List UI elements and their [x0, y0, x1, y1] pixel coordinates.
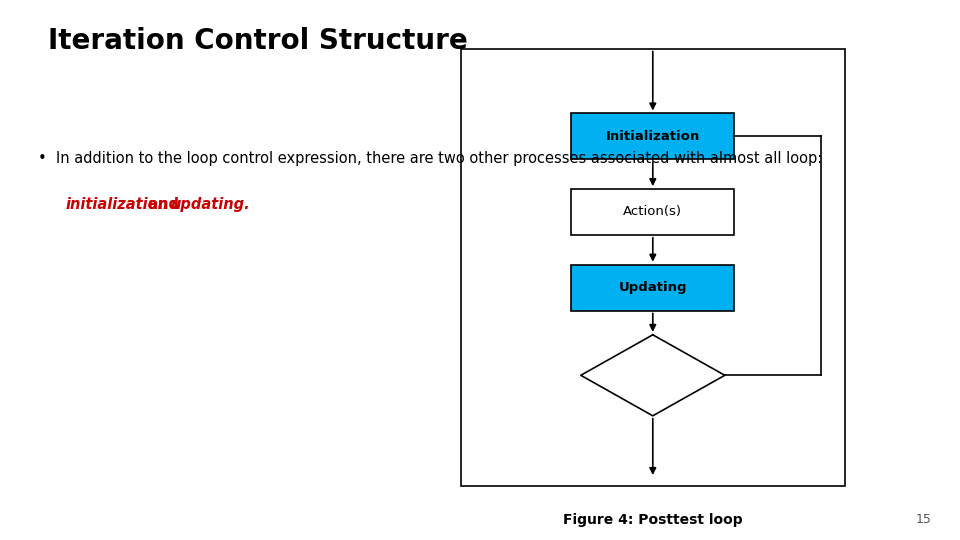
- Text: Initialization: Initialization: [606, 130, 700, 143]
- Text: Iteration Control Structure: Iteration Control Structure: [48, 27, 468, 55]
- Text: Action(s): Action(s): [623, 205, 683, 219]
- Text: •  In addition to the loop control expression, there are two other processes ass: • In addition to the loop control expres…: [38, 151, 823, 166]
- Bar: [461, 49, 845, 486]
- Text: initialization: initialization: [65, 197, 168, 212]
- Text: Figure 4: Posttest loop: Figure 4: Posttest loop: [563, 513, 743, 527]
- Polygon shape: [581, 335, 725, 416]
- Text: 15: 15: [915, 513, 931, 526]
- Text: and: and: [143, 197, 183, 212]
- Bar: [571, 113, 734, 159]
- Text: updating.: updating.: [170, 197, 250, 212]
- Bar: [571, 265, 734, 310]
- Bar: [571, 189, 734, 235]
- Text: Updating: Updating: [618, 281, 687, 294]
